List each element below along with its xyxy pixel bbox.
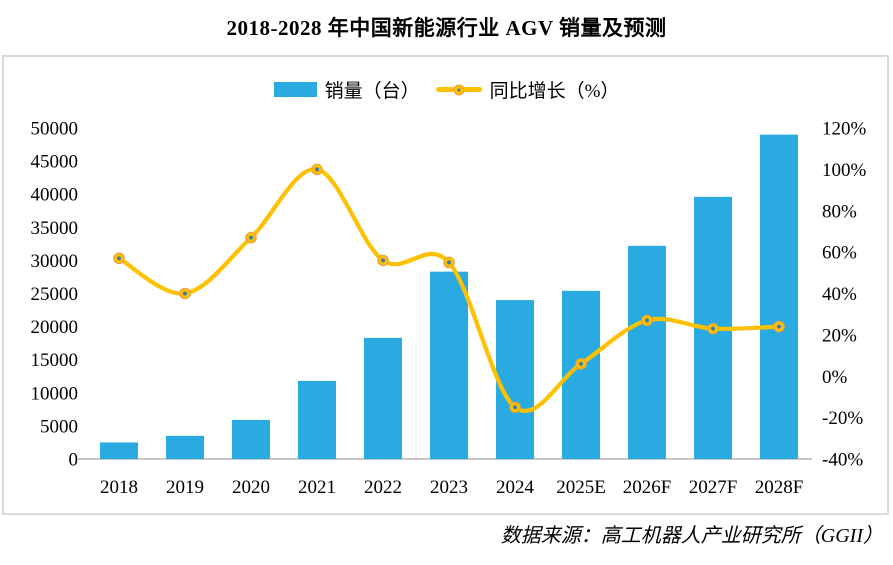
bar-2028F <box>760 134 798 459</box>
bar-2018 <box>100 442 138 459</box>
x-axis-label-2022: 2022 <box>364 477 402 498</box>
bar-2026F <box>628 245 666 459</box>
x-axis-label-2028F: 2028F <box>755 477 804 498</box>
growth-marker-center-2019 <box>183 291 187 296</box>
growth-marker-center-2027F <box>711 326 715 331</box>
left-axis-tick-0: 0 <box>69 450 79 471</box>
bar-2021 <box>298 380 336 459</box>
left-axis-tick-45000: 45000 <box>31 152 79 173</box>
left-axis-tick-30000: 30000 <box>31 251 79 272</box>
x-axis-label-2025E: 2025E <box>556 477 606 498</box>
bar-swatch-icon <box>273 82 317 97</box>
legend-item-sales: 销量（台） <box>273 76 420 103</box>
bar-2020 <box>232 419 270 459</box>
right-axis-tick-20%: 20% <box>822 325 857 346</box>
x-axis-label-2023: 2023 <box>430 477 468 498</box>
legend-label-growth: 同比增长（%） <box>489 81 620 102</box>
x-axis-label-2019: 2019 <box>166 477 204 498</box>
right-axis-tick--40%: -40% <box>822 450 863 471</box>
bar-2024 <box>496 300 534 459</box>
left-axis-tick-50000: 50000 <box>31 119 79 140</box>
x-axis-label-2024: 2024 <box>496 477 535 498</box>
bar-2019 <box>166 435 204 459</box>
left-axis-tick-15000: 15000 <box>31 350 79 371</box>
legend: 销量（台） 同比增长（%） <box>0 76 893 103</box>
growth-marker-center-2020 <box>249 235 253 240</box>
growth-marker-center-2022 <box>381 258 385 263</box>
left-axis-tick-25000: 25000 <box>31 284 79 305</box>
line-swatch-icon <box>435 84 482 95</box>
right-axis-tick-120%: 120% <box>822 119 867 140</box>
x-axis-label-2018: 2018 <box>100 477 138 498</box>
left-axis-tick-40000: 40000 <box>31 185 79 206</box>
growth-marker-center-2025E <box>579 361 583 366</box>
growth-marker-center-2024 <box>513 405 517 410</box>
growth-marker-center-2023 <box>447 260 451 265</box>
legend-label-sales: 销量（台） <box>324 81 420 102</box>
data-source-note: 数据来源：高工机器人产业研究所（GGII） <box>500 525 883 547</box>
right-axis-tick-40%: 40% <box>822 284 857 305</box>
left-axis-tick-35000: 35000 <box>31 218 79 239</box>
chart-title: 2018-2028 年中国新能源行业 AGV 销量及预测 <box>226 16 667 40</box>
left-axis-tick-10000: 10000 <box>31 383 79 404</box>
left-axis-tick-20000: 20000 <box>31 317 79 338</box>
growth-marker-center-2018 <box>117 256 121 261</box>
growth-marker-center-2021 <box>315 167 319 172</box>
right-axis-tick--20%: -20% <box>822 408 863 429</box>
left-axis-tick-5000: 5000 <box>40 416 78 437</box>
line-marker-icon <box>453 84 465 95</box>
x-axis-label-2026F: 2026F <box>623 477 672 498</box>
x-axis-label-2027F: 2027F <box>689 477 738 498</box>
right-axis-tick-100%: 100% <box>822 160 867 181</box>
bar-2022 <box>364 337 402 459</box>
bar-2023 <box>430 271 468 459</box>
growth-marker-center-2026F <box>645 318 649 323</box>
right-axis-tick-60%: 60% <box>822 243 857 264</box>
right-axis-tick-80%: 80% <box>822 201 857 222</box>
x-axis-label-2020: 2020 <box>232 477 270 498</box>
x-axis-label-2021: 2021 <box>298 477 336 498</box>
right-axis-tick-0%: 0% <box>822 367 848 388</box>
growth-marker-center-2028F <box>777 324 781 329</box>
legend-item-growth: 同比增长（%） <box>435 76 620 103</box>
